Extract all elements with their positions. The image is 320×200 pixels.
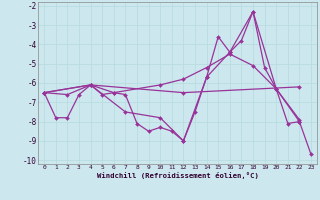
X-axis label: Windchill (Refroidissement éolien,°C): Windchill (Refroidissement éolien,°C)	[97, 172, 259, 179]
